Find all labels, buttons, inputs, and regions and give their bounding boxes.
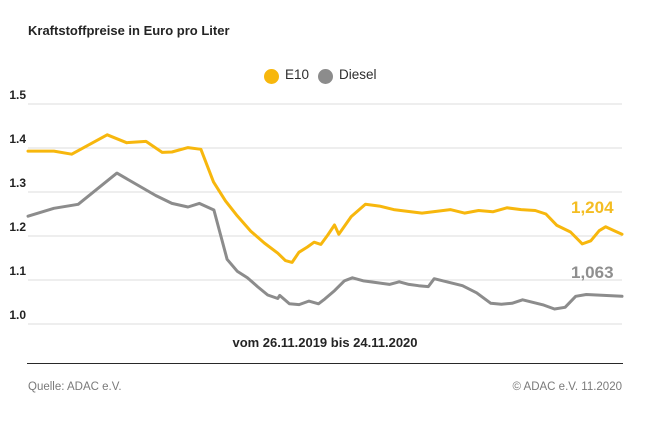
svg-text:1.1: 1.1	[9, 264, 26, 278]
svg-text:1,204: 1,204	[571, 198, 614, 217]
svg-text:1.5: 1.5	[9, 88, 26, 102]
svg-text:1.3: 1.3	[9, 176, 26, 190]
svg-text:1.4: 1.4	[9, 132, 26, 146]
svg-text:1.0: 1.0	[9, 308, 26, 322]
svg-text:1,063: 1,063	[571, 263, 614, 282]
svg-text:1.2: 1.2	[9, 220, 26, 234]
